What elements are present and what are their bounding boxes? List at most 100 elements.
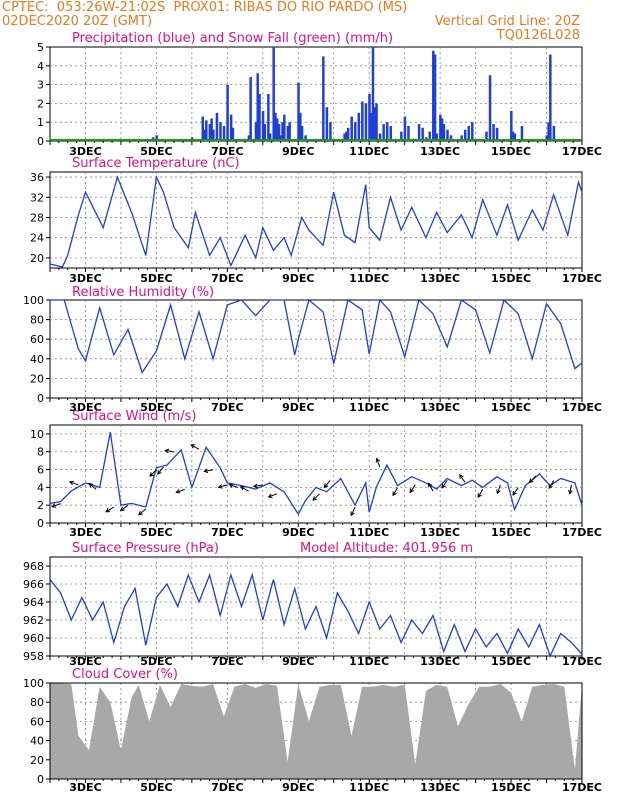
temp-xtick-label: 13DEC xyxy=(420,272,460,285)
pressure-ytick-label: 964 xyxy=(23,596,44,609)
precip-bar xyxy=(549,54,552,141)
precip-xtick-label: 13DEC xyxy=(420,145,460,158)
wind-arrow-head xyxy=(228,483,234,488)
precip-bar xyxy=(547,122,550,141)
wind-ytick-label: 2 xyxy=(37,499,44,512)
precip-bar xyxy=(304,135,307,141)
cloud-xtick-label: 5DEC xyxy=(140,781,172,794)
wind-arrow-head xyxy=(477,493,482,499)
precip-bar xyxy=(463,129,467,141)
rh-xtick-label: 7DEC xyxy=(211,401,243,414)
temp-ytick-label: 20 xyxy=(30,252,44,265)
precip-bar xyxy=(226,84,229,141)
precip-bar xyxy=(361,101,364,141)
precip-bar xyxy=(449,135,453,141)
wind-ytick-label: 8 xyxy=(37,446,44,459)
precip-bar xyxy=(520,125,524,141)
precip-xtick-label: 11DEC xyxy=(349,145,389,158)
wind-arrow xyxy=(229,484,239,489)
precip-bar xyxy=(467,125,471,141)
wind-arrow xyxy=(409,484,416,493)
wind-arrow xyxy=(459,474,466,483)
precip-bar xyxy=(279,135,283,141)
cloud-xtick-label: 13DEC xyxy=(420,781,460,794)
cloud-xtick-label: 9DEC xyxy=(282,781,314,794)
precip-bar xyxy=(268,133,272,141)
wind-xtick-label: 15DEC xyxy=(491,526,531,539)
precip-bar xyxy=(208,124,212,141)
precip-bar xyxy=(272,47,275,141)
precip-bar xyxy=(371,47,375,141)
precip-bar xyxy=(249,77,252,141)
temp-series-line xyxy=(49,174,583,268)
precip-bar xyxy=(263,124,267,141)
wind-arrow xyxy=(176,488,185,493)
rh-ytick-label: 80 xyxy=(30,314,44,327)
precip-bar xyxy=(343,133,346,141)
precip-bar xyxy=(495,127,499,141)
precip-bar xyxy=(432,50,435,142)
wind-arrow-head xyxy=(375,457,381,463)
precip-bar xyxy=(552,125,556,141)
precip-bar xyxy=(385,122,389,141)
precip-ytick-label: 3 xyxy=(37,79,44,92)
wind-arrow-head xyxy=(496,489,501,495)
wind-xtick-label: 5DEC xyxy=(140,526,172,539)
cloud-ytick-label: 80 xyxy=(30,696,44,709)
wind-arrow-head xyxy=(157,469,162,475)
precip-bar xyxy=(440,118,444,141)
precip-ytick-label: 0 xyxy=(37,135,44,148)
pressure-xtick-label: 17DEC xyxy=(562,655,602,668)
wind-arrow xyxy=(324,480,331,488)
precip-bar xyxy=(325,107,329,141)
wind-arrow xyxy=(312,493,320,501)
pressure-xtick-label: 3DEC xyxy=(69,655,101,668)
precip-bar xyxy=(442,124,446,141)
wind-arrow xyxy=(69,481,79,486)
wind-arrow-head xyxy=(409,488,414,494)
precip-bar xyxy=(471,122,474,141)
precip-bar xyxy=(403,116,407,141)
precip-bar xyxy=(274,112,277,141)
wind-arrow-head xyxy=(51,503,57,508)
wind-arrow-head xyxy=(392,491,397,497)
wind-arrow xyxy=(569,484,572,494)
pressure-panel xyxy=(46,556,583,660)
wind-arrow-head xyxy=(428,482,433,488)
precip-bar xyxy=(433,54,437,141)
rh-ytick-label: 100 xyxy=(23,294,44,307)
precip-bar xyxy=(256,73,259,141)
cloud-title: Cloud Cover (%) xyxy=(72,667,178,682)
precip-bar xyxy=(369,112,373,141)
wind-arrow xyxy=(138,508,147,516)
precip-bar xyxy=(212,129,215,141)
wind-arrow xyxy=(165,449,175,453)
wind-arrow xyxy=(218,484,228,488)
wind-arrow xyxy=(253,484,263,487)
precip-xtick-label: 5DEC xyxy=(140,145,172,158)
precip-bar xyxy=(439,114,442,141)
precip-bar xyxy=(382,124,385,141)
precip-bar xyxy=(428,131,431,141)
wind-series-line xyxy=(49,431,583,516)
precip-bar xyxy=(203,129,206,141)
wind-arrow xyxy=(204,469,214,472)
precip-bar xyxy=(219,122,222,141)
precip-bar xyxy=(492,124,495,141)
pressure-xtick-label: 9DEC xyxy=(282,655,314,668)
precip-bar xyxy=(254,122,258,141)
rh-xtick-label: 17DEC xyxy=(562,401,602,414)
cloud-panel xyxy=(46,682,583,783)
precip-bar xyxy=(446,129,449,141)
cloud-ytick-label: 100 xyxy=(23,677,44,690)
rh-xtick-label: 15DEC xyxy=(491,401,531,414)
wind-arrow-head xyxy=(88,482,94,488)
wind-arrow-head xyxy=(138,510,143,516)
cloud-ytick-label: 60 xyxy=(30,715,44,728)
cloud-frame-top xyxy=(49,682,583,780)
cloud-xtick-label: 3DEC xyxy=(69,781,101,794)
precip-xtick-label: 7DEC xyxy=(211,145,243,158)
wind-xtick-label: 7DEC xyxy=(211,526,243,539)
wind-arrow-head xyxy=(105,508,111,513)
